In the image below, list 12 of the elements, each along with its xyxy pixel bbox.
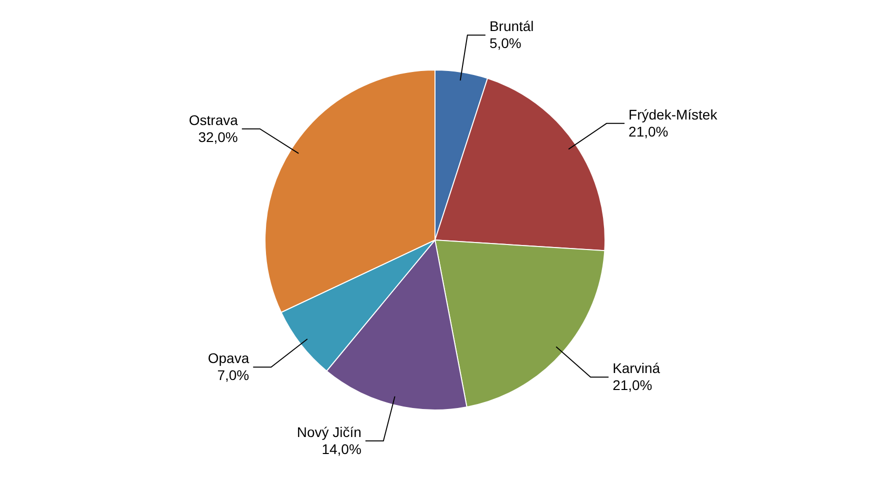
data-label: 5,0%	[489, 35, 522, 52]
slice-label: Opava	[208, 350, 250, 366]
data-label: 32,0%	[198, 128, 238, 145]
data-label: 14,0%	[322, 440, 362, 457]
data-label: 7,0%	[217, 367, 250, 384]
slice-label: Karviná	[612, 360, 660, 376]
slice-label: Nový Jičín	[296, 424, 362, 440]
slice-label: Frýdek-Místek	[628, 106, 718, 122]
data-label: 21,0%	[612, 377, 652, 394]
slice-label: Ostrava	[188, 112, 238, 128]
data-label: 21,0%	[628, 123, 668, 140]
slice-label: Bruntál	[489, 18, 534, 34]
